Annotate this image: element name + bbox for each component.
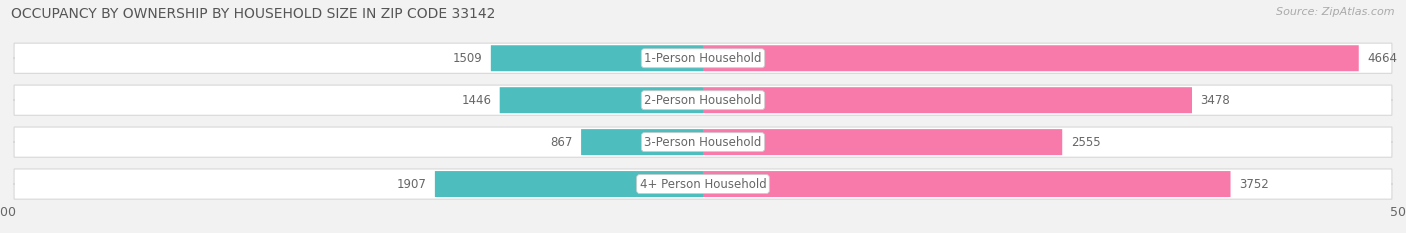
Text: 4+ Person Household: 4+ Person Household: [640, 178, 766, 191]
Text: 1509: 1509: [453, 52, 482, 65]
FancyBboxPatch shape: [581, 129, 703, 155]
Text: 1907: 1907: [396, 178, 426, 191]
FancyBboxPatch shape: [499, 87, 703, 113]
Text: 1-Person Household: 1-Person Household: [644, 52, 762, 65]
FancyBboxPatch shape: [703, 171, 1230, 197]
FancyBboxPatch shape: [491, 45, 703, 71]
Text: 3-Person Household: 3-Person Household: [644, 136, 762, 149]
Text: 4664: 4664: [1367, 52, 1398, 65]
Text: 2-Person Household: 2-Person Household: [644, 94, 762, 107]
Text: 3478: 3478: [1201, 94, 1230, 107]
FancyBboxPatch shape: [14, 43, 1392, 73]
Text: 1446: 1446: [461, 94, 491, 107]
Text: 867: 867: [550, 136, 572, 149]
FancyBboxPatch shape: [703, 45, 1358, 71]
FancyBboxPatch shape: [434, 171, 703, 197]
Text: Source: ZipAtlas.com: Source: ZipAtlas.com: [1277, 7, 1395, 17]
FancyBboxPatch shape: [14, 169, 1392, 199]
FancyBboxPatch shape: [14, 127, 1392, 157]
Text: 3752: 3752: [1239, 178, 1268, 191]
FancyBboxPatch shape: [703, 129, 1063, 155]
FancyBboxPatch shape: [703, 87, 1192, 113]
Text: 2555: 2555: [1071, 136, 1101, 149]
Text: OCCUPANCY BY OWNERSHIP BY HOUSEHOLD SIZE IN ZIP CODE 33142: OCCUPANCY BY OWNERSHIP BY HOUSEHOLD SIZE…: [11, 7, 496, 21]
FancyBboxPatch shape: [14, 85, 1392, 115]
